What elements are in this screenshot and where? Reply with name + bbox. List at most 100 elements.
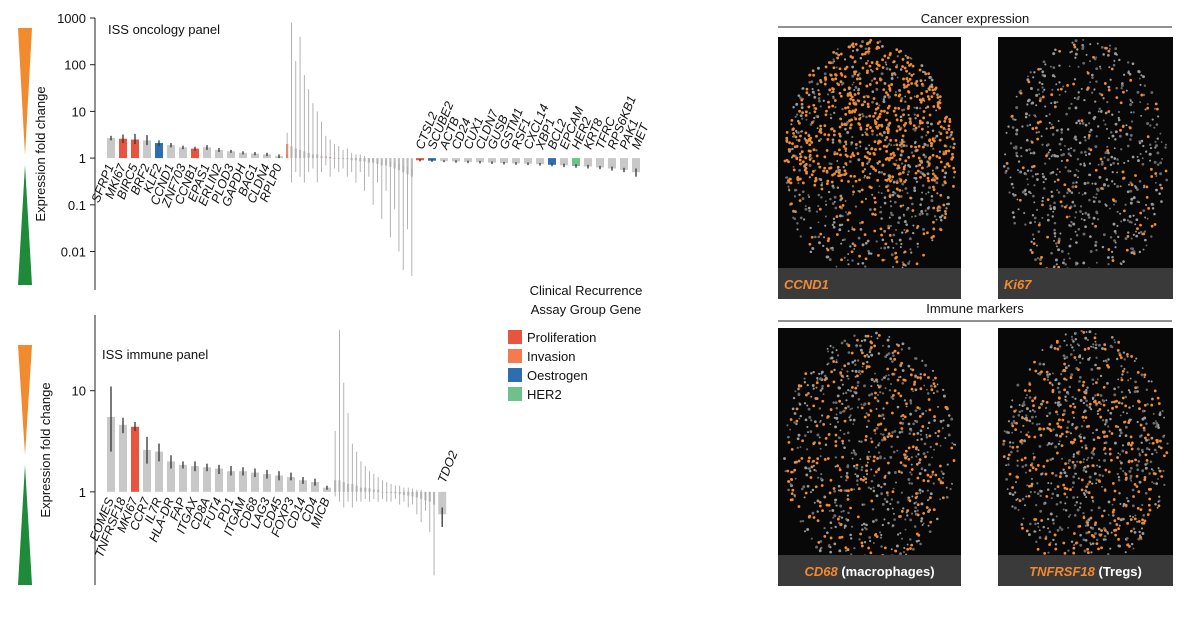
marker-dot <box>1074 426 1078 430</box>
tissue-dot <box>1033 184 1036 187</box>
tissue-dot <box>872 542 875 545</box>
tissue-dot <box>904 95 907 98</box>
marker-dot <box>922 512 926 515</box>
tissue-dot <box>939 498 942 501</box>
marker-dot <box>939 125 943 129</box>
tissue-dot <box>866 461 869 464</box>
tissue-image: CCND1 <box>778 37 961 299</box>
marker-dot <box>917 144 921 148</box>
marker-dot <box>926 473 930 477</box>
tissue-dot <box>1076 262 1079 265</box>
tissue-dot <box>859 372 862 375</box>
tissue-dot <box>907 113 910 117</box>
marker-dot <box>873 111 877 115</box>
tissue-dot <box>893 144 895 147</box>
marker-dot <box>876 178 880 182</box>
tissue-dot <box>1057 191 1061 194</box>
marker-dot <box>1116 349 1120 352</box>
tissue-dot <box>1079 436 1082 439</box>
tissue-dot <box>1091 182 1094 185</box>
legend-label: HER2 <box>527 387 562 402</box>
marker-dot <box>936 96 940 99</box>
tissue-dot <box>928 530 932 534</box>
marker-dot <box>943 180 947 184</box>
marker-dot <box>926 231 929 235</box>
tissue-dot <box>909 248 912 251</box>
tissue-dot <box>822 393 825 395</box>
tissue-dot <box>1065 356 1069 359</box>
marker-dot <box>1164 169 1168 173</box>
tissue-dot <box>852 449 855 452</box>
tissue-dot <box>793 494 796 497</box>
marker-dot <box>922 110 926 113</box>
tissue-dot <box>874 432 877 435</box>
tissue-dot <box>794 390 797 393</box>
tissue-dot <box>1058 345 1062 348</box>
bar <box>167 145 175 159</box>
marker-dot <box>795 144 799 148</box>
tissue-dot <box>1036 244 1038 247</box>
marker-dot <box>845 65 849 69</box>
marker-dot <box>882 88 886 92</box>
tissue-dot <box>844 127 847 131</box>
tissue-dot <box>853 88 856 92</box>
tissue-dot <box>936 434 940 438</box>
marker-dot <box>866 150 870 154</box>
bar <box>239 471 247 492</box>
marker-dot <box>1088 402 1092 406</box>
marker-dot <box>930 95 934 99</box>
tissue-dot <box>816 378 819 381</box>
tissue-dot <box>917 453 920 456</box>
marker-dot <box>897 344 901 347</box>
tissue-dot <box>899 115 903 119</box>
tissue-dot <box>864 265 867 268</box>
marker-dot <box>795 407 799 411</box>
tissue-dot <box>1052 66 1056 70</box>
marker-dot <box>1063 388 1067 392</box>
tissue-dot <box>926 207 930 210</box>
tissue-dot <box>1119 461 1123 465</box>
tissue-dot <box>1092 216 1096 220</box>
marker-dot <box>1094 521 1098 525</box>
marker-dot <box>951 137 955 141</box>
tissue-dot <box>1037 525 1040 528</box>
tissue-dot <box>1062 261 1065 265</box>
tissue-dot <box>1082 232 1086 236</box>
marker-dot <box>906 509 910 512</box>
caption-note: (Tregs) <box>1099 564 1142 579</box>
marker-dot <box>875 81 879 85</box>
marker-dot <box>905 85 909 88</box>
tissue-dot <box>868 393 871 397</box>
tissue-dot <box>1078 141 1082 145</box>
tissue-dot <box>1139 83 1142 86</box>
marker-dot <box>787 180 791 183</box>
tissue-dot <box>941 183 945 187</box>
tissue-dot <box>833 368 836 372</box>
tissue-dot <box>1043 74 1047 78</box>
marker-dot <box>821 509 824 513</box>
tissue-dot <box>870 353 874 357</box>
tissue-dot <box>1096 412 1099 415</box>
tissue-dot <box>1066 128 1070 131</box>
tissue-dot <box>859 221 862 225</box>
marker-dot <box>1031 399 1035 403</box>
tissue-dot <box>1092 343 1095 346</box>
tissue-dot <box>899 141 902 144</box>
tissue-dot <box>1085 331 1088 333</box>
tissue-dot <box>1155 421 1159 425</box>
tissue-dot <box>1140 538 1143 541</box>
marker-dot <box>867 402 871 405</box>
tissue-dot <box>910 215 913 218</box>
marker-dot <box>902 83 906 87</box>
tissue-dot <box>1079 205 1083 208</box>
marker-dot <box>1057 425 1061 428</box>
tissue-dot <box>879 211 882 214</box>
marker-dot <box>1030 484 1033 488</box>
tissue-dot <box>1120 220 1123 223</box>
marker-dot <box>1065 487 1069 491</box>
marker-dot <box>1117 537 1120 541</box>
tissue-dot <box>880 247 883 250</box>
marker-dot <box>1088 480 1092 484</box>
tissue-dot <box>1046 143 1050 147</box>
marker-dot <box>1099 415 1103 419</box>
